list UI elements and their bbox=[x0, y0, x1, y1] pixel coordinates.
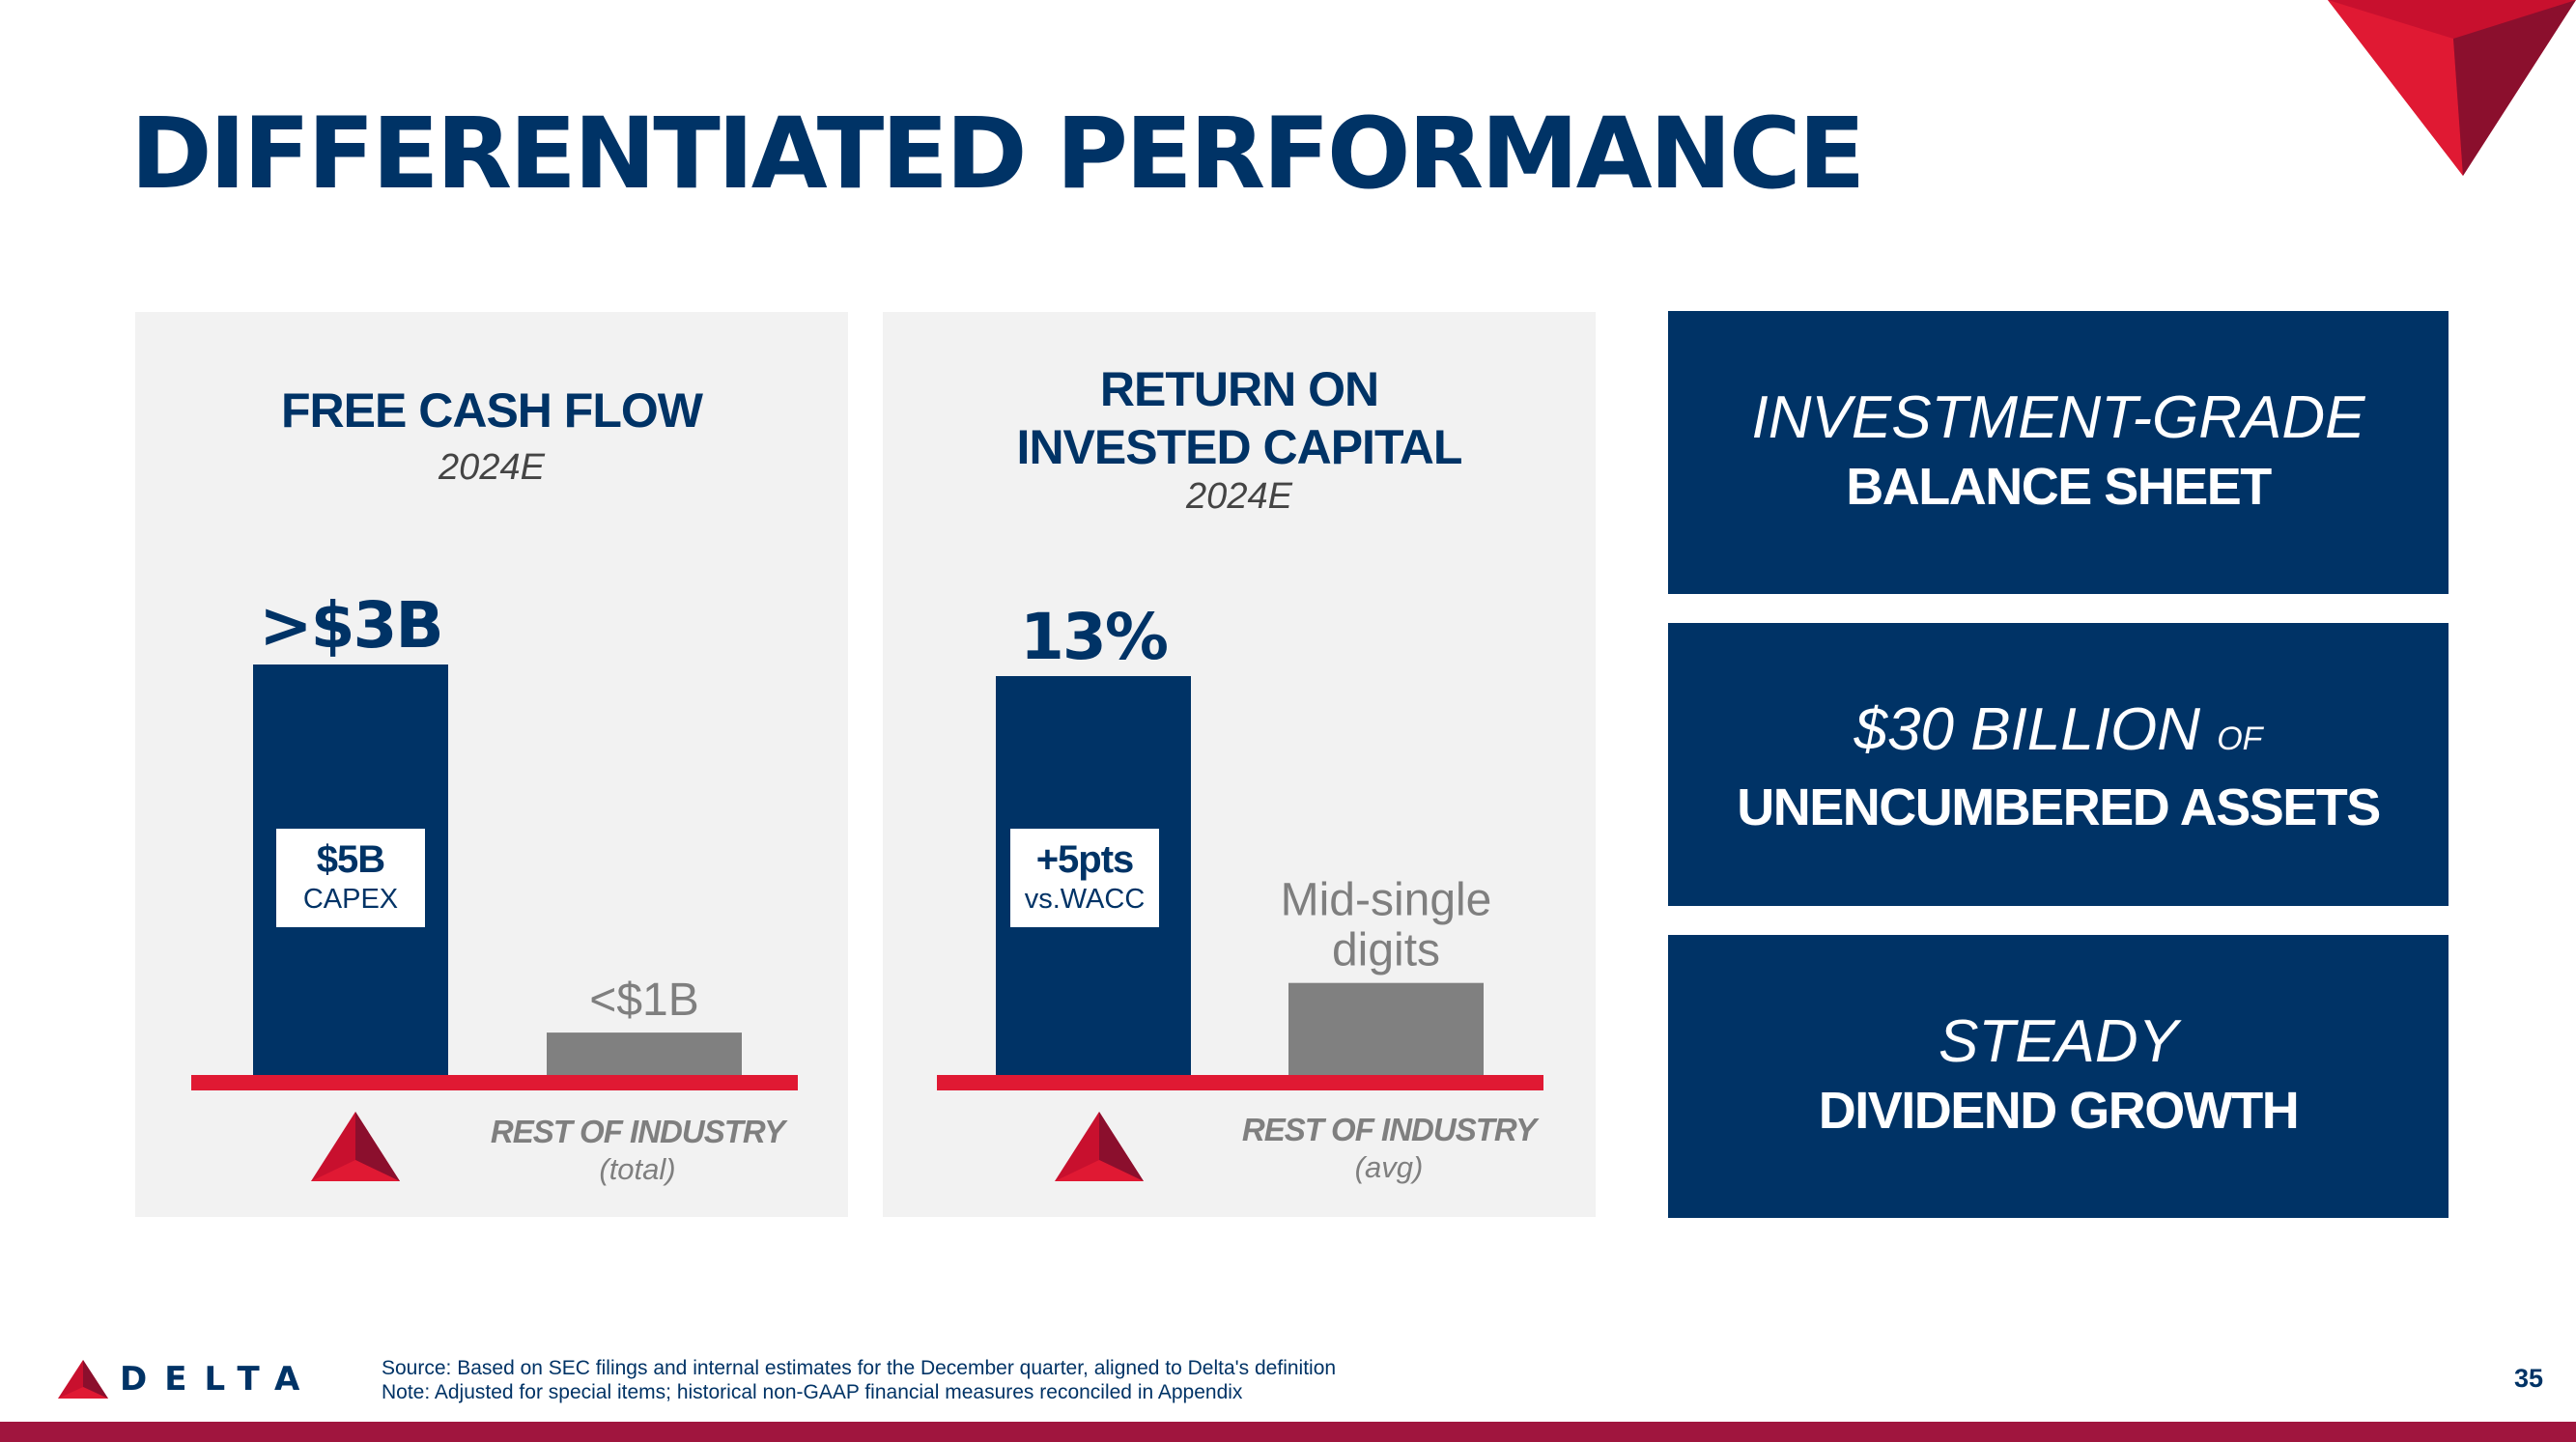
wacc-callout: +5pts vs.WACC bbox=[1010, 829, 1159, 927]
delta-logo-icon bbox=[58, 1360, 108, 1399]
chart-title-line-2: INVESTED CAPITAL bbox=[1016, 420, 1463, 474]
page-number: 35 bbox=[2513, 1364, 2543, 1393]
highlight-line-2: UNENCUMBERED ASSETS bbox=[1737, 778, 2381, 836]
highlight-line-2: BALANCE SHEET bbox=[1846, 458, 2272, 516]
wacc-value: +5pts bbox=[1035, 838, 1135, 881]
chart-title: FREE CASH FLOW bbox=[281, 383, 703, 438]
bar-value-label: Mid-single bbox=[1281, 875, 1492, 926]
delta-triangle-icon bbox=[311, 1112, 400, 1181]
category-label: REST OF INDUSTRY bbox=[490, 1114, 785, 1149]
bar-value-label: <$1B bbox=[589, 975, 698, 1026]
footnotes: Source: Based on SEC filings and interna… bbox=[382, 1356, 1336, 1404]
category-label: REST OF INDUSTRY bbox=[1241, 1112, 1537, 1147]
bar-value-label: >$3B bbox=[259, 588, 441, 663]
bar-value-label: digits bbox=[1332, 925, 1440, 976]
bar-value-label: 13% bbox=[1020, 600, 1168, 674]
free-cash-flow-chart: >$3B <$1B bbox=[191, 588, 798, 1090]
category-sublabel: (avg) bbox=[1354, 1150, 1424, 1184]
roic-panel: RETURN ON INVESTED CAPITAL 2024E 13% Mid-… bbox=[883, 312, 1596, 1217]
adjustment-note: Note: Adjusted for special items; histor… bbox=[382, 1381, 1243, 1403]
delta-footer-logo: DELTA bbox=[58, 1360, 317, 1399]
free-cash-flow-panel: FREE CASH FLOW 2024E >$3B <$1B $5B CAPEX … bbox=[135, 312, 848, 1217]
highlight-line-1: INVESTMENT-GRADE bbox=[1751, 384, 2365, 451]
chart-subtitle: 2024E bbox=[1186, 476, 1292, 517]
source-note: Source: Based on SEC filings and interna… bbox=[382, 1357, 1337, 1379]
delta-wordmark: DELTA bbox=[120, 1360, 318, 1399]
baseline bbox=[191, 1075, 798, 1090]
wacc-label: vs.WACC bbox=[1024, 884, 1146, 915]
page-title: DIFFERENTIATED PERFORMANCE bbox=[130, 97, 1865, 212]
footer-bar bbox=[0, 1422, 2576, 1442]
delta-widget-logo bbox=[2328, 0, 2576, 176]
rest-of-industry-label: REST OF INDUSTRY (total) bbox=[473, 1114, 802, 1187]
capex-label: CAPEX bbox=[302, 884, 399, 915]
balance-sheet-box: INVESTMENT-GRADE BALANCE SHEET bbox=[1668, 311, 2449, 594]
rest-of-industry-label: REST OF INDUSTRY (avg) bbox=[1225, 1112, 1553, 1185]
industry-bar bbox=[1288, 982, 1484, 1075]
dividend-growth-box: STEADY DIVIDEND GROWTH bbox=[1668, 935, 2449, 1218]
highlight-line-2: DIVIDEND GROWTH bbox=[1818, 1082, 2300, 1140]
highlight-amount: $30 BILLION bbox=[1854, 696, 2200, 763]
chart-title-line-1: RETURN ON bbox=[1099, 362, 1379, 416]
highlight-line-1: STEADY bbox=[1938, 1008, 2179, 1075]
baseline bbox=[937, 1075, 1543, 1090]
highlight-suffix: OF bbox=[2217, 721, 2263, 757]
chart-subtitle: 2024E bbox=[439, 447, 545, 488]
industry-bar bbox=[547, 1032, 742, 1075]
unencumbered-assets-box: $30 BILLION OF UNENCUMBERED ASSETS bbox=[1668, 623, 2449, 906]
capex-value: $5B bbox=[316, 838, 385, 881]
category-sublabel: (total) bbox=[599, 1152, 676, 1186]
highlight-line-1: $30 BILLION OF bbox=[1668, 698, 2449, 771]
delta-triangle-icon bbox=[1055, 1112, 1144, 1181]
capex-callout: $5B CAPEX bbox=[276, 829, 425, 927]
